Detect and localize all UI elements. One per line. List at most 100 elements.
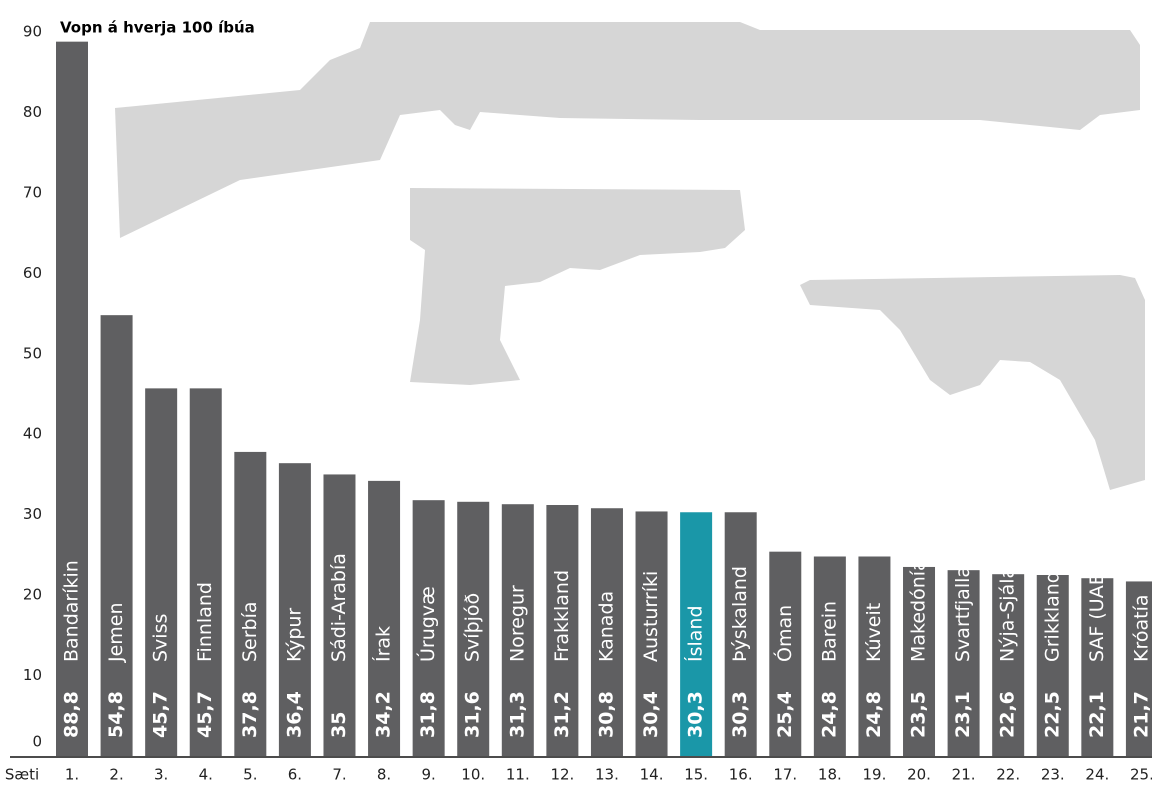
rank-label: 2. (109, 766, 123, 784)
rank-label: 5. (243, 766, 257, 784)
category-label: Írak (372, 626, 395, 662)
category-label: Serbía (239, 601, 261, 662)
x-axis-label: Sæti (5, 766, 39, 784)
value-label: 23,1 (952, 691, 974, 738)
y-tick-label: 30 (23, 505, 42, 523)
rank-label: 4. (199, 766, 213, 784)
bar (635, 511, 668, 756)
bar (323, 474, 356, 756)
shotgun-silhouette (115, 22, 1140, 238)
rank-label: 8. (377, 766, 391, 784)
bar (100, 315, 133, 756)
category-label: Jemen (105, 602, 127, 663)
pistol-silhouette (410, 188, 745, 385)
rank-label: 13. (595, 766, 619, 784)
value-label: 22,5 (1041, 691, 1063, 738)
category-label: Nýja-Sjáland (997, 543, 1019, 662)
category-label: Grikkland (1041, 571, 1063, 662)
category-label: Austurríki (640, 571, 662, 662)
y-tick-label: 70 (23, 183, 42, 201)
value-label: 23,5 (908, 691, 930, 738)
bar (769, 551, 802, 756)
value-label: 45,7 (150, 691, 172, 738)
category-label: Kúveit (863, 603, 885, 662)
rank-label: 21. (952, 766, 976, 784)
category-label: Óman (772, 605, 796, 662)
value-label: 30,3 (729, 691, 751, 738)
bar (145, 388, 178, 756)
y-tick-label: 90 (23, 23, 42, 41)
rank-label: 14. (640, 766, 664, 784)
category-label: Svartfjallaland (952, 525, 974, 662)
value-label: 30,8 (595, 691, 617, 738)
rank-label: 20. (907, 766, 931, 784)
value-label: 24,8 (818, 691, 840, 738)
rank-label: 16. (729, 766, 753, 784)
category-label: Sviss (150, 614, 172, 662)
y-tick-label: 40 (23, 425, 42, 443)
y-tick-label: 10 (23, 666, 42, 684)
category-label: Noregur (506, 585, 528, 662)
revolver-silhouette (800, 275, 1145, 490)
rank-label: 3. (154, 766, 168, 784)
rank-label: 22. (996, 766, 1020, 784)
value-label: 22,6 (997, 691, 1019, 738)
value-label: 35 (328, 712, 350, 738)
bar (1081, 578, 1114, 756)
rank-label: 15. (684, 766, 708, 784)
rank-label: 25. (1130, 766, 1152, 784)
bar (680, 512, 713, 756)
bar (1125, 581, 1152, 756)
rank-label: 18. (818, 766, 842, 784)
category-label: Makedónía (908, 559, 930, 662)
bar (724, 512, 757, 756)
rank-label: 23. (1041, 766, 1065, 784)
bar (947, 570, 980, 756)
bar (546, 505, 579, 756)
category-label: Bandaríkin (61, 560, 83, 662)
value-label: 31,2 (551, 691, 573, 738)
value-label: 37,8 (239, 691, 261, 738)
bar (1036, 575, 1069, 756)
rank-label: 1. (65, 766, 79, 784)
bar (457, 501, 490, 756)
value-label: 22,1 (1086, 691, 1108, 738)
bar (903, 566, 936, 756)
value-label: 45,7 (194, 691, 216, 738)
category-label: Króatía (1130, 595, 1152, 663)
value-label: 31,3 (506, 691, 528, 738)
category-label: Úrugvæ (415, 586, 439, 662)
category-label: Barein (818, 601, 840, 662)
value-label: 30,4 (640, 691, 662, 738)
bar (234, 451, 267, 756)
rank-label: 10. (461, 766, 485, 784)
rank-label: 17. (773, 766, 797, 784)
y-tick-label: 20 (23, 586, 42, 604)
value-label: 30,3 (685, 691, 707, 738)
rank-label: 19. (863, 766, 887, 784)
bar (189, 388, 222, 756)
y-tick-label: 0 (32, 733, 42, 751)
bar (590, 508, 623, 756)
value-label: 31,6 (462, 691, 484, 738)
category-label: Svíþjóð (462, 593, 484, 662)
value-label: 36,4 (283, 691, 305, 738)
decoration (115, 22, 1145, 490)
category-label: SAF (UAE) (1086, 566, 1108, 662)
rank-label: 24. (1085, 766, 1109, 784)
bar (992, 574, 1025, 756)
bar (858, 556, 891, 756)
bar (56, 41, 88, 757)
value-label: 31,8 (417, 691, 439, 738)
rank-label: 12. (550, 766, 574, 784)
category-label: Frakkland (551, 570, 573, 662)
bar (278, 463, 311, 756)
bar (501, 504, 534, 756)
y-tick-label: 80 (23, 103, 42, 121)
bar (368, 480, 401, 756)
rank-label: 7. (332, 766, 346, 784)
rank-label: 6. (288, 766, 302, 784)
value-label: 88,8 (61, 691, 83, 738)
value-label: 24,8 (863, 691, 885, 738)
value-label: 34,2 (373, 691, 395, 738)
